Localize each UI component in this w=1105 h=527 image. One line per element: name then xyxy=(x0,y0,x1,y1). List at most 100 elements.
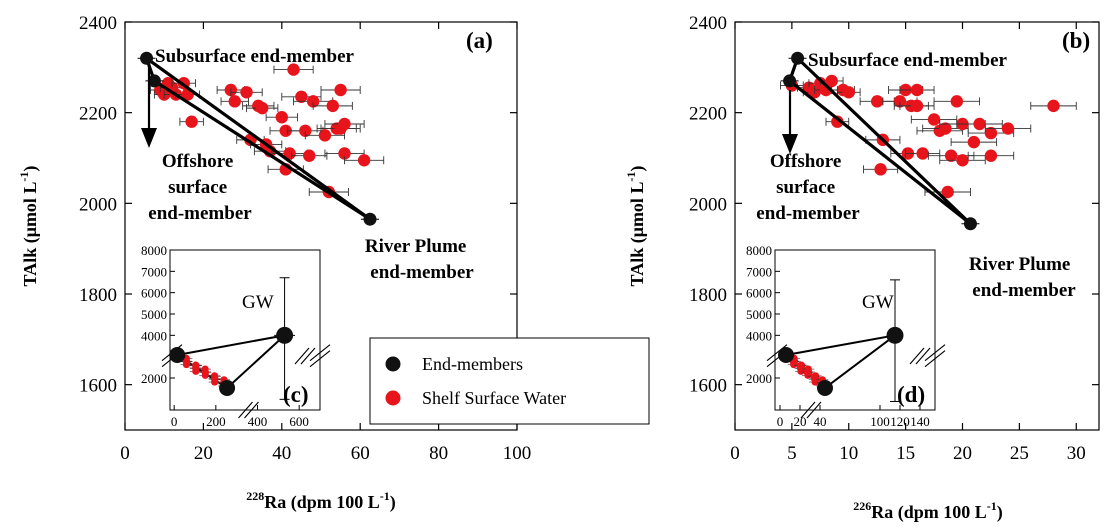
shelf-point xyxy=(941,185,954,199)
inset-x-tick-label: 20 xyxy=(794,414,807,429)
x-tick-label: 15 xyxy=(896,443,915,464)
x-tick-label: 10 xyxy=(839,443,858,464)
panel-b-x-ticks: 0 5 10 15 20 25 30 xyxy=(730,22,1086,464)
inset-x-tick-label: 40 xyxy=(814,414,827,429)
inset-end-member-point xyxy=(169,347,186,363)
panel-d-label: (d) xyxy=(897,382,925,407)
shelf-point xyxy=(831,115,844,128)
shelf-point xyxy=(279,124,292,137)
panel-a-annotation-river: River Plume end-member xyxy=(365,236,474,283)
panel-a-offshore-line-2: surface xyxy=(168,177,227,198)
shelf-point xyxy=(842,86,855,99)
inset-x-tick-label: 0 xyxy=(171,414,178,429)
inset-gw-point xyxy=(886,326,904,344)
panel-d-inset-content: 4000 5000 6000 7000 8000 2000 0 20 40 100 120 140 xyxy=(746,243,946,429)
inset-axis-break xyxy=(309,344,331,362)
panel-a-annotation-subsurface: Subsurface end-member xyxy=(155,46,355,67)
x-tick-label: 30 xyxy=(1067,443,1086,464)
panel-b-annotation-river: River Plume end-member xyxy=(969,254,1076,301)
inset-y-tick-label: 6000 xyxy=(746,286,772,301)
inset-y-tick-label: 7000 xyxy=(141,264,167,279)
shelf-point xyxy=(256,101,269,115)
legend-box xyxy=(369,337,650,425)
end-member-mixing-triangle xyxy=(144,56,372,221)
shelf-point xyxy=(874,163,887,176)
shelf-point xyxy=(893,95,907,108)
panel-a-offshore-line-1: Offshore xyxy=(162,151,233,172)
panel-c-label: (c) xyxy=(283,382,309,407)
inset-shelf-point xyxy=(211,372,219,381)
end-member-mixing-triangle xyxy=(787,56,973,226)
shelf-point xyxy=(318,129,332,142)
y-tick-label: 1800 xyxy=(689,285,727,306)
inset-axis-break xyxy=(924,350,946,368)
inset-x-tick-label: 200 xyxy=(206,414,226,429)
end-member-point xyxy=(363,212,377,226)
panel-b-end-members xyxy=(780,51,980,231)
panel-c-inset-background xyxy=(169,249,321,411)
shelf-point xyxy=(275,111,288,124)
y-tick-label: 1600 xyxy=(79,376,117,397)
y-tick-label: 1800 xyxy=(79,285,117,306)
panel-b-arrow xyxy=(782,90,798,154)
end-member-point xyxy=(783,74,797,88)
panel-a-label: (a) xyxy=(466,28,493,53)
panel-a-shelf-points xyxy=(150,63,385,199)
inset-y-tick-label: 4000 xyxy=(141,328,167,343)
inset-axis-break xyxy=(309,350,331,368)
legend-marker-end-members xyxy=(385,356,401,372)
inset-gw-point xyxy=(276,326,294,344)
end-member-point xyxy=(140,51,154,65)
panel-b-plot-frame xyxy=(734,21,1100,431)
shelf-point xyxy=(950,95,964,108)
panel-d-gw-label: GW xyxy=(862,292,894,313)
inset-x-tick-label: 120 xyxy=(890,414,910,429)
panel-a-y-ticks: 1600 1800 2000 2200 2400 xyxy=(79,13,517,397)
shelf-point xyxy=(326,99,339,113)
panel-b-offshore-line-2: surface xyxy=(776,177,835,198)
legend: End-members Shelf Surface Water xyxy=(369,337,650,425)
inset-end-member-point xyxy=(778,347,794,363)
inset-end-member-point xyxy=(219,380,236,396)
shelf-point xyxy=(927,113,941,126)
y-tick-label: 2400 xyxy=(689,13,727,34)
shelf-point xyxy=(825,74,838,88)
panel-a-x-axis-title: 228Ra (dpm 100 L-1) xyxy=(246,489,396,513)
shelf-point xyxy=(910,99,924,113)
shelf-point xyxy=(185,115,198,128)
inset-shelf-point xyxy=(810,372,818,381)
y-tick-label: 2200 xyxy=(79,104,117,125)
shelf-point xyxy=(1047,99,1060,113)
shelf-point xyxy=(295,90,308,104)
inset-axis-break xyxy=(294,347,310,365)
panel-c-gw-label: GW xyxy=(242,292,274,313)
inset-y-tick-label: 2000 xyxy=(746,371,772,386)
shelf-point xyxy=(283,147,296,160)
legend-marker-shelf-surface-water xyxy=(385,390,401,406)
inset-x-tick-label: 400 xyxy=(248,414,268,429)
panel-b-offshore-line-3: end-member xyxy=(756,203,860,224)
inset-x-tick-label: 600 xyxy=(289,414,309,429)
panel-a-end-members xyxy=(137,51,379,226)
legend-label-shelf-surface-water: Shelf Surface Water xyxy=(422,388,566,408)
inset-axis-break xyxy=(924,344,946,362)
panel-b-shelf-points xyxy=(780,74,1077,199)
x-tick-label: 0 xyxy=(120,443,130,464)
end-member-point xyxy=(147,74,161,88)
x-tick-label: 0 xyxy=(730,443,740,464)
shelf-point xyxy=(357,154,371,167)
inset-axis-break xyxy=(909,347,925,365)
x-tick-label: 60 xyxy=(351,443,370,464)
shelf-point xyxy=(916,147,929,160)
inset-y-tick-label: 5000 xyxy=(746,307,772,322)
inset-x-tick-label: 0 xyxy=(777,414,784,429)
shelf-point xyxy=(944,149,958,162)
panel-b-river-line-1: River Plume xyxy=(969,254,1071,275)
shelf-point xyxy=(984,149,998,162)
panel-a-arrow xyxy=(141,66,157,148)
panel-a-y-axis-title: TAlk (μmol L-1) xyxy=(17,166,41,287)
x-tick-label: 20 xyxy=(953,443,972,464)
panel-b-annotation-subsurface: Subsurface end-member xyxy=(808,50,1008,71)
inset-y-tick-label: 7000 xyxy=(746,264,772,279)
